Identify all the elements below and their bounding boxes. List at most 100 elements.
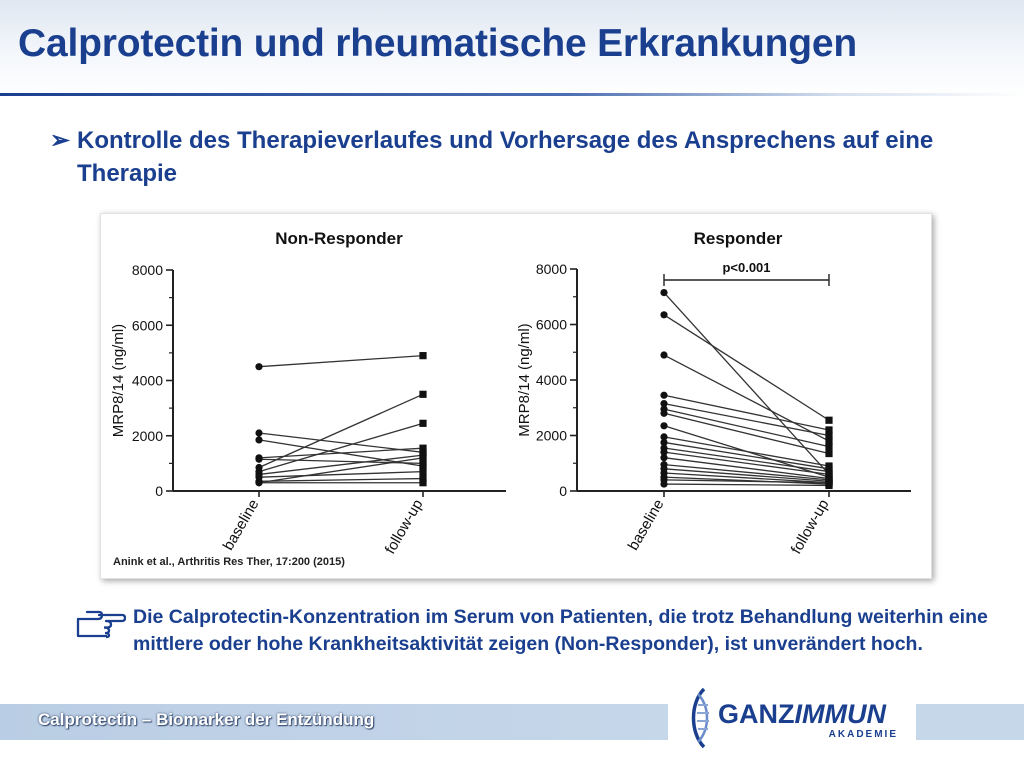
logo-subtitle: AKADEMIE bbox=[829, 729, 898, 740]
follow-up-point bbox=[419, 390, 427, 398]
slide-title: Calprotectin und rheumatische Erkrankung… bbox=[18, 22, 857, 65]
charts-svg: Non-Responder 0 2000 4000 6000 8000 MRP8/14 (n… bbox=[110, 229, 911, 554]
footer-band bbox=[0, 704, 668, 740]
series-line bbox=[663, 483, 830, 487]
baseline-point bbox=[660, 454, 668, 462]
header-band bbox=[0, 0, 1024, 98]
y-tick-label: 2000 bbox=[536, 428, 567, 444]
series-line bbox=[663, 314, 830, 421]
baseline-point bbox=[255, 455, 263, 463]
y-tick-label: 8000 bbox=[536, 261, 567, 277]
chart-non-responder: Non-Responder 0 2000 4000 6000 8000 MRP8/14 (n… bbox=[110, 229, 506, 554]
series-line bbox=[663, 354, 830, 442]
series-line bbox=[663, 402, 830, 437]
series-line bbox=[258, 354, 424, 368]
series-line bbox=[663, 476, 830, 485]
series-line bbox=[663, 451, 830, 475]
bullet-point: ➢ Kontrolle des Therapieverlaufes und Vo… bbox=[50, 124, 990, 190]
follow-up-point bbox=[825, 443, 833, 451]
baseline-point bbox=[255, 436, 263, 444]
follow-up-point bbox=[419, 479, 427, 487]
y-tick-label: 2000 bbox=[132, 428, 163, 444]
baseline-point bbox=[660, 351, 668, 359]
series-line bbox=[663, 412, 830, 455]
baseline-point bbox=[660, 288, 668, 297]
series-line bbox=[258, 422, 424, 473]
logo-text-italic: IMMUN bbox=[795, 699, 887, 729]
series-line bbox=[663, 447, 830, 473]
y-tick-label: 6000 bbox=[536, 317, 567, 333]
baseline-point bbox=[660, 399, 668, 408]
series-line bbox=[258, 454, 424, 476]
bullet-arrow-icon: ➢ bbox=[50, 127, 71, 154]
y-tick-label: 4000 bbox=[536, 372, 567, 388]
baseline-point bbox=[660, 433, 668, 441]
series-line bbox=[663, 408, 830, 448]
y-axis-label: MRP8/14 (ng/ml) bbox=[516, 323, 533, 436]
follow-up-point bbox=[825, 470, 833, 478]
footer-text: Calprotectin – Biomarker der Entzündung bbox=[38, 710, 375, 729]
y-tick-label: 0 bbox=[559, 483, 567, 499]
figure-frame: Non-Responder 0 2000 4000 6000 8000 MRP8/14 (n… bbox=[100, 213, 932, 579]
y-tick-label: 0 bbox=[155, 483, 163, 499]
baseline-point bbox=[660, 409, 668, 417]
baseline-point bbox=[660, 480, 668, 488]
y-tick-label: 8000 bbox=[132, 262, 163, 278]
baseline-point bbox=[660, 311, 668, 319]
follow-up-point bbox=[825, 437, 833, 445]
series-line bbox=[258, 393, 424, 469]
chart-title: Non-Responder bbox=[275, 229, 403, 248]
series-line bbox=[663, 468, 830, 482]
significance-annotation: p<0.001 bbox=[722, 260, 770, 275]
series-line bbox=[258, 432, 424, 453]
baseline-point bbox=[660, 422, 668, 430]
follow-up-point bbox=[419, 352, 427, 360]
follow-up-point bbox=[419, 468, 427, 476]
follow-up-point bbox=[419, 444, 427, 452]
x-tick-label: baseline bbox=[625, 497, 668, 554]
series-line bbox=[663, 472, 830, 484]
note-text: Die Calprotectin-Konzentration im Serum … bbox=[133, 606, 988, 655]
x-tick-label: baseline bbox=[220, 497, 263, 554]
follow-up-point bbox=[825, 449, 833, 458]
svg-text:GANZIMMUN: GANZIMMUN bbox=[718, 699, 886, 729]
series-line bbox=[258, 457, 424, 484]
series-line bbox=[258, 447, 424, 459]
series-line bbox=[258, 477, 424, 482]
y-axis-label: MRP8/14 (ng/ml) bbox=[110, 324, 127, 437]
x-tick-label: follow-up bbox=[382, 497, 427, 555]
chart-title: Responder bbox=[694, 229, 783, 248]
baseline-point bbox=[660, 391, 668, 399]
x-tick-label: follow-up bbox=[788, 497, 833, 555]
follow-up-point bbox=[825, 426, 833, 434]
follow-up-point bbox=[419, 474, 427, 483]
follow-up-point bbox=[419, 459, 427, 467]
follow-up-point bbox=[419, 454, 427, 462]
follow-up-point bbox=[419, 419, 427, 427]
series-line bbox=[258, 458, 424, 465]
series-line bbox=[258, 471, 424, 478]
series-line bbox=[663, 463, 830, 481]
ganzimmun-logo: GANZIMMUN AKADEMIE bbox=[691, 687, 898, 749]
bullet-text: Kontrolle des Therapieverlaufes und Vorh… bbox=[77, 127, 934, 187]
series-line bbox=[663, 441, 830, 470]
title-underline bbox=[0, 93, 1024, 96]
footer-band-right bbox=[916, 704, 1024, 740]
series-line bbox=[663, 436, 830, 467]
series-line bbox=[663, 394, 830, 431]
baseline-point bbox=[255, 363, 263, 371]
y-tick-label: 4000 bbox=[132, 373, 163, 389]
note-block: Die Calprotectin-Konzentration im Serum … bbox=[76, 604, 996, 658]
follow-up-point bbox=[825, 416, 833, 424]
chart-responder: Responder 0 2000 4000 6000 8000 MRP8/14 (ng/ml… bbox=[516, 229, 911, 554]
y-tick-label: 6000 bbox=[132, 317, 163, 333]
series-line bbox=[663, 457, 830, 480]
baseline-point bbox=[660, 438, 668, 447]
baseline-point bbox=[255, 479, 263, 487]
logo-text-plain: GANZ bbox=[718, 699, 795, 729]
follow-up-point bbox=[825, 431, 833, 440]
baseline-point bbox=[660, 448, 668, 456]
series-line bbox=[663, 292, 830, 475]
series-line bbox=[663, 479, 830, 484]
citation: Anink et al., Arthritis Res Ther, 17:200… bbox=[113, 556, 345, 568]
